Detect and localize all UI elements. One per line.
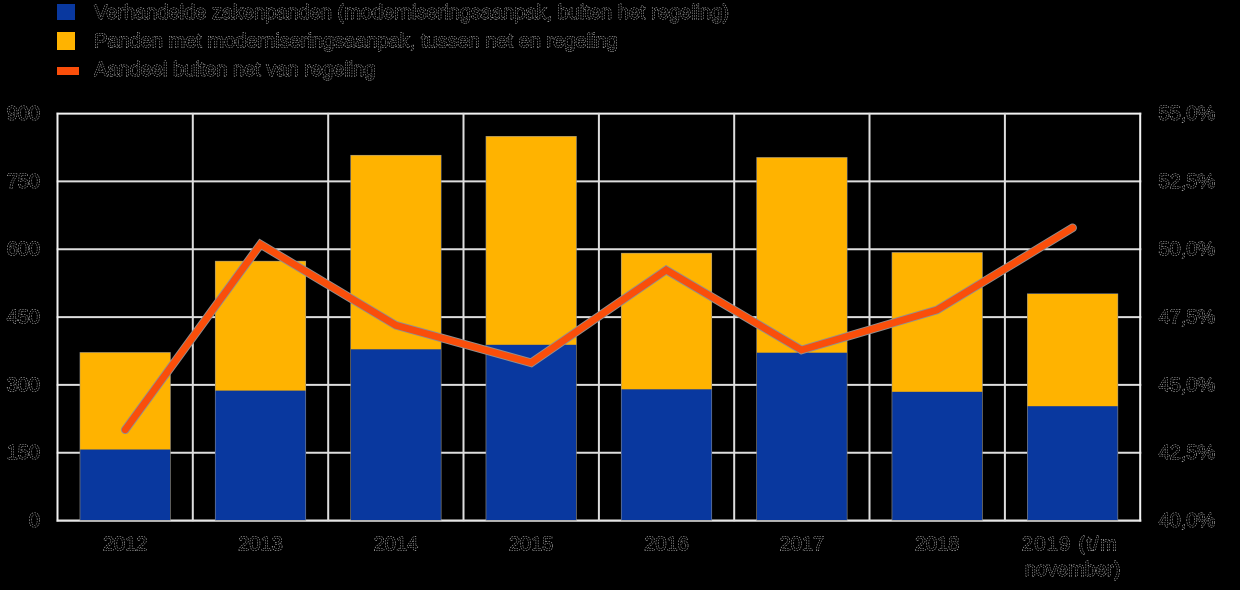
svg-text:300: 300 [7,374,40,396]
svg-text:Aandeel buiten net van regelin: Aandeel buiten net van regeling [94,59,375,81]
svg-text:2018: 2018 [915,534,960,556]
svg-text:2016: 2016 [644,534,689,556]
svg-text:0: 0 [29,510,40,532]
svg-text:55,0%: 55,0% [1159,103,1216,125]
svg-text:52,5%: 52,5% [1159,171,1216,193]
svg-text:2019 (t/m: 2019 (t/m [1022,534,1118,556]
svg-text:900: 900 [7,103,40,125]
svg-text:45,0%: 45,0% [1159,374,1216,396]
svg-text:Panden met moderniseringsaanpa: Panden met moderniseringsaanpak, tussen … [94,31,618,53]
svg-text:2017: 2017 [780,534,825,556]
svg-text:2012: 2012 [103,534,148,556]
svg-text:750: 750 [7,171,40,193]
svg-text:Verhandelde zakenpanden (moder: Verhandelde zakenpanden (moderniseringsa… [94,2,729,24]
svg-text:450: 450 [7,306,40,328]
svg-text:42,5%: 42,5% [1159,442,1216,464]
svg-text:47,5%: 47,5% [1159,306,1216,328]
svg-text:150: 150 [7,442,40,464]
svg-text:2015: 2015 [509,534,554,556]
svg-text:40,0%: 40,0% [1159,510,1216,532]
svg-text:november): november) [1025,559,1121,581]
svg-text:600: 600 [7,239,40,261]
svg-text:50,0%: 50,0% [1159,239,1216,261]
svg-text:2013: 2013 [238,534,283,556]
svg-text:2014: 2014 [374,534,419,556]
